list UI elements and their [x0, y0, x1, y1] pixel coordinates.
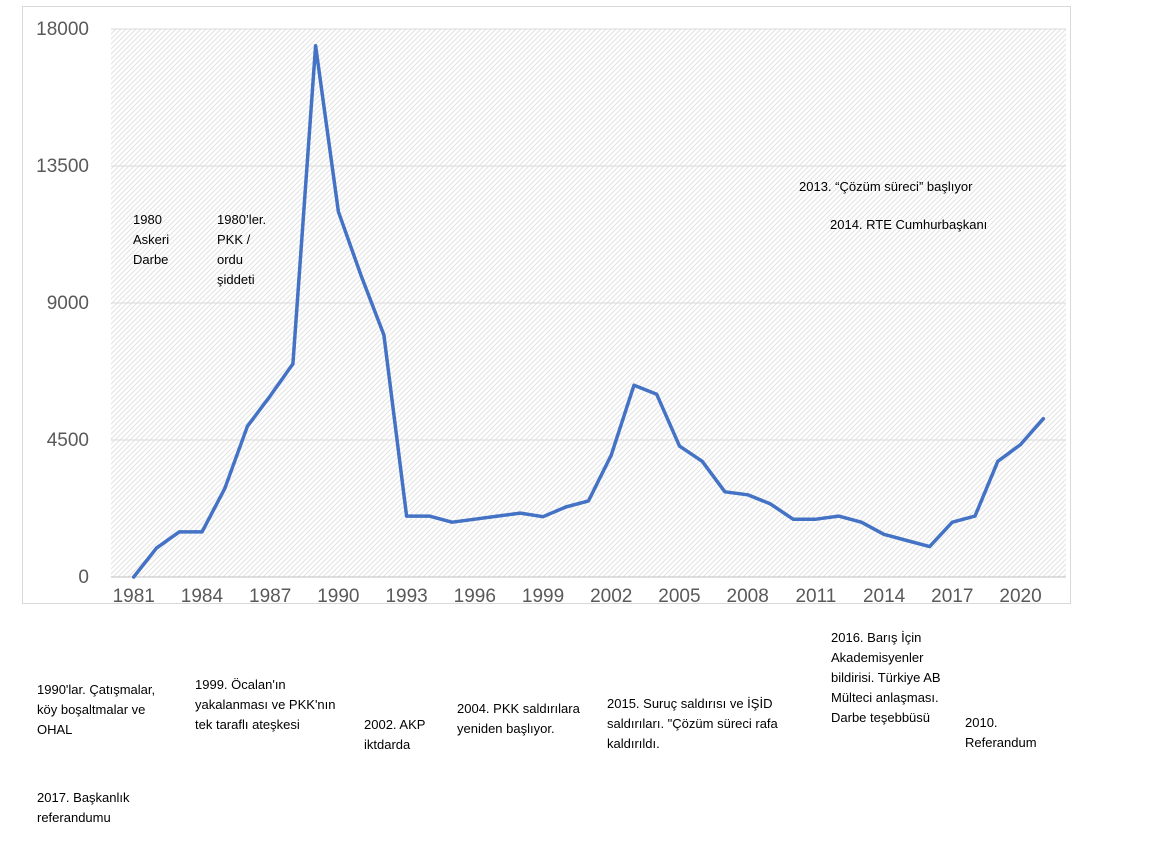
data-point: [314, 44, 318, 48]
data-point: [791, 517, 795, 521]
x-tick-label: 1987: [249, 586, 291, 605]
chart-frame: 0 4500 9000 13500 18000 1981 1984 1987 1990 1993 1…: [22, 6, 1071, 605]
data-point: [564, 505, 568, 509]
y-tick-label: 18000: [36, 19, 89, 40]
data-point: [518, 511, 522, 515]
annotation-2010: 2010. Referandum: [965, 715, 1037, 750]
x-tick-label: 1990: [317, 586, 359, 605]
data-point: [950, 520, 954, 524]
x-tick-label: 1999: [522, 586, 564, 605]
data-point: [768, 502, 772, 506]
data-point: [382, 333, 386, 337]
annotation-1999: 1999. Öcalan'ın yakalanması ve PKK'nın t…: [195, 677, 336, 732]
x-tick-label: 1993: [385, 586, 427, 605]
annotation-2013: 2013. “Çözüm süreci” başlıyor: [799, 179, 973, 194]
data-point: [541, 515, 545, 519]
data-point: [450, 520, 454, 524]
y-tick-label: 4500: [47, 430, 89, 451]
annotation-2004: 2004. PKK saldırılara yeniden başlıyor.: [457, 701, 580, 736]
annotation-2015: 2015. Suruç saldırısı ve İŞİD saldırılar…: [607, 696, 778, 751]
line-chart: 0 4500 9000 13500 18000 1981 1984 1987 1990 1993 1…: [36, 19, 1066, 605]
data-point: [154, 546, 158, 550]
annotation-2017: 2017. Başkanlık referandumu: [37, 790, 130, 825]
data-point: [587, 499, 590, 503]
data-point: [859, 520, 863, 524]
x-tick-label: 2014: [863, 586, 906, 605]
annotation-1990s: 1990'lar. Çatışmalar, köy boşaltmalar ve…: [37, 682, 156, 737]
annotation-2016: 2016. Barış İçin Akademisyenler bildiris…: [831, 630, 941, 725]
data-point: [268, 394, 272, 398]
data-point: [177, 530, 181, 534]
data-point: [928, 545, 932, 549]
x-tick-label: 2002: [590, 586, 632, 605]
x-tick-label: 1981: [113, 586, 155, 605]
data-point: [882, 532, 886, 536]
data-point: [1041, 417, 1045, 421]
data-point: [496, 514, 500, 518]
data-point: [336, 210, 340, 214]
x-tick-label: 2008: [727, 586, 769, 605]
x-tick-label: 1984: [181, 586, 224, 605]
data-point: [1019, 443, 1023, 447]
data-point: [132, 575, 136, 579]
data-point: [359, 274, 363, 278]
data-point: [223, 487, 227, 491]
x-tick-label: 2005: [658, 586, 700, 605]
data-point: [700, 459, 704, 463]
x-tick-label: 2011: [795, 586, 836, 605]
data-point: [427, 514, 431, 518]
annotation-1980s: 1980’ler. PKK / ordu şiddeti: [217, 212, 267, 287]
data-point: [723, 490, 727, 494]
data-point: [973, 514, 977, 518]
x-tick-label: 2020: [999, 586, 1041, 605]
data-point: [814, 517, 818, 521]
data-point: [996, 459, 1000, 463]
data-point: [405, 514, 409, 518]
data-point: [677, 444, 681, 448]
x-tick-label: 2017: [931, 586, 973, 605]
data-point: [655, 392, 659, 396]
data-point: [245, 424, 249, 428]
data-point: [200, 530, 204, 534]
data-point: [473, 517, 477, 521]
y-tick-label: 9000: [47, 293, 89, 314]
annotation-2002: 2002. AKP iktdarda: [364, 717, 426, 752]
y-tick-label: 13500: [36, 156, 89, 177]
data-point: [609, 453, 613, 457]
data-point: [837, 514, 841, 518]
x-tick-label: 1996: [454, 586, 496, 605]
data-point: [291, 362, 295, 366]
annotation-1980: 1980 Askeri Darbe: [133, 212, 170, 267]
data-point: [746, 493, 750, 497]
data-point: [905, 538, 909, 542]
y-tick-label: 0: [78, 567, 89, 588]
annotation-2014: 2014. RTE Cumhurbaşkanı: [830, 217, 988, 232]
data-point: [632, 383, 636, 387]
